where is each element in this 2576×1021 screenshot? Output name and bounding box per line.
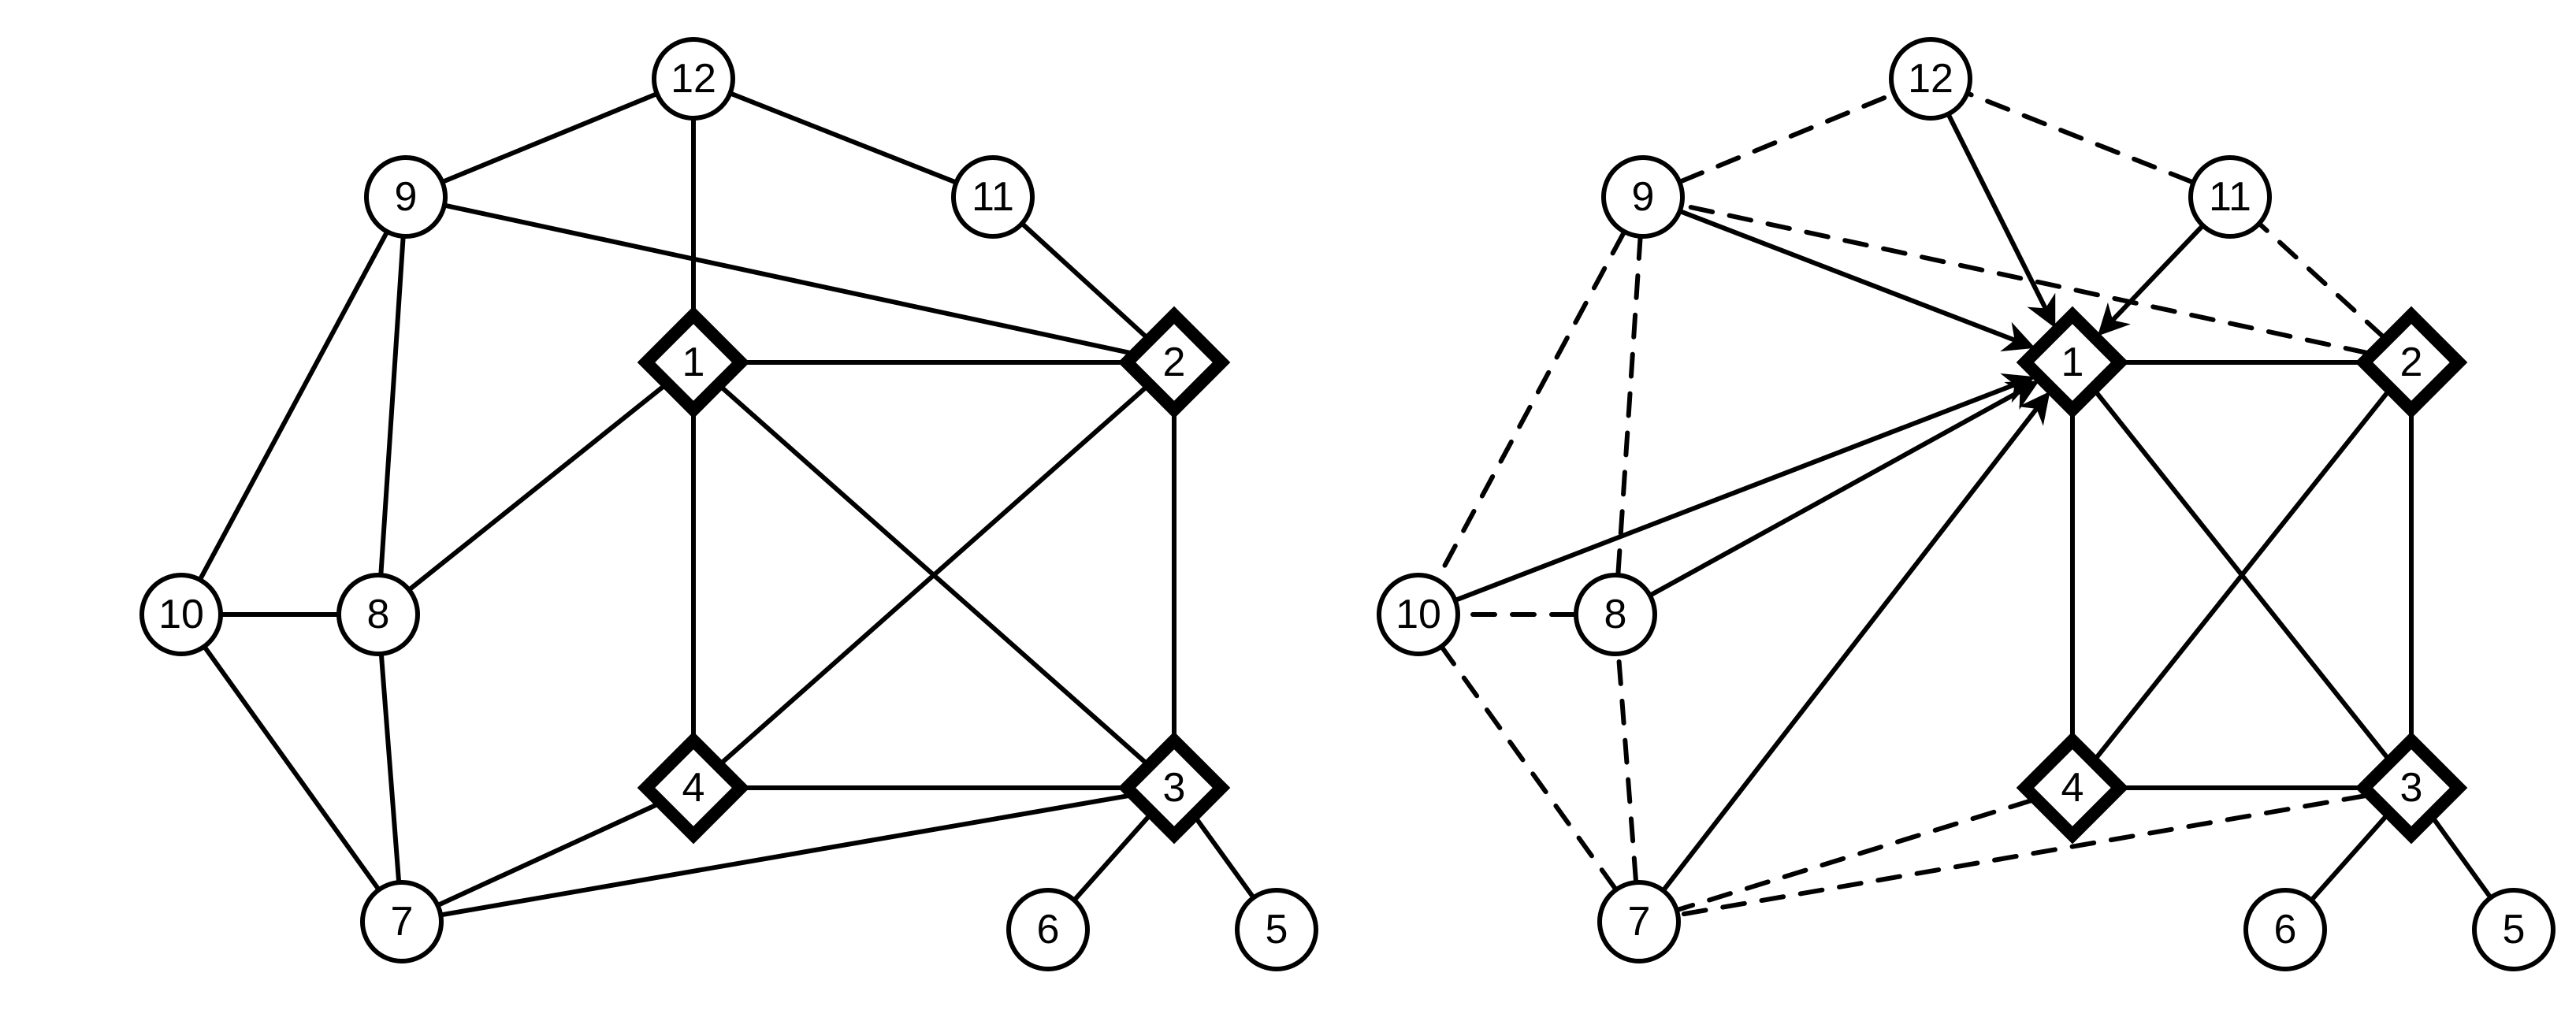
node-7: 7: [362, 882, 441, 961]
node-6-label: 6: [2274, 907, 2297, 952]
node-12: 12: [654, 39, 733, 118]
node-5-label: 5: [2503, 907, 2526, 952]
node-2-label: 2: [2400, 340, 2423, 385]
node-8: 8: [1576, 575, 1655, 654]
node-4-label: 4: [682, 765, 705, 811]
node-8: 8: [339, 575, 418, 654]
node-6-label: 6: [1037, 907, 1060, 952]
node-5-label: 5: [1266, 907, 1288, 952]
node-11: 11: [2191, 158, 2269, 236]
node-7-label: 7: [1628, 899, 1651, 945]
node-2-label: 2: [1163, 340, 1186, 385]
node-1-label: 1: [2061, 340, 2084, 385]
diagram-svg: 123456789101112123456789101112: [0, 0, 2576, 1021]
node-5: 5: [2474, 890, 2553, 969]
node-11-label: 11: [2209, 174, 2251, 220]
node-6: 6: [1009, 890, 1087, 969]
node-12-label: 12: [671, 56, 716, 102]
node-8-label: 8: [1604, 592, 1627, 637]
node-6: 6: [2246, 890, 2325, 969]
node-8-label: 8: [367, 592, 390, 637]
node-11: 11: [953, 158, 1032, 236]
node-10: 10: [142, 575, 221, 654]
node-7: 7: [1600, 882, 1678, 961]
node-1-label: 1: [682, 340, 705, 385]
node-9: 9: [366, 158, 445, 236]
node-9-label: 9: [395, 174, 418, 220]
node-12-label: 12: [1908, 56, 1953, 102]
node-9: 9: [1604, 158, 1682, 236]
node-10-label: 10: [1396, 592, 1441, 637]
diagram-container: 123456789101112123456789101112: [0, 0, 2576, 1021]
node-3-label: 3: [2400, 765, 2423, 811]
node-12: 12: [1891, 39, 1970, 118]
node-3-label: 3: [1163, 765, 1186, 811]
node-10: 10: [1379, 575, 1458, 654]
node-11-label: 11: [972, 174, 1014, 220]
node-5: 5: [1237, 890, 1316, 969]
node-4-label: 4: [2061, 765, 2084, 811]
node-10-label: 10: [158, 592, 204, 637]
node-9-label: 9: [1632, 174, 1655, 220]
node-7-label: 7: [391, 899, 414, 945]
